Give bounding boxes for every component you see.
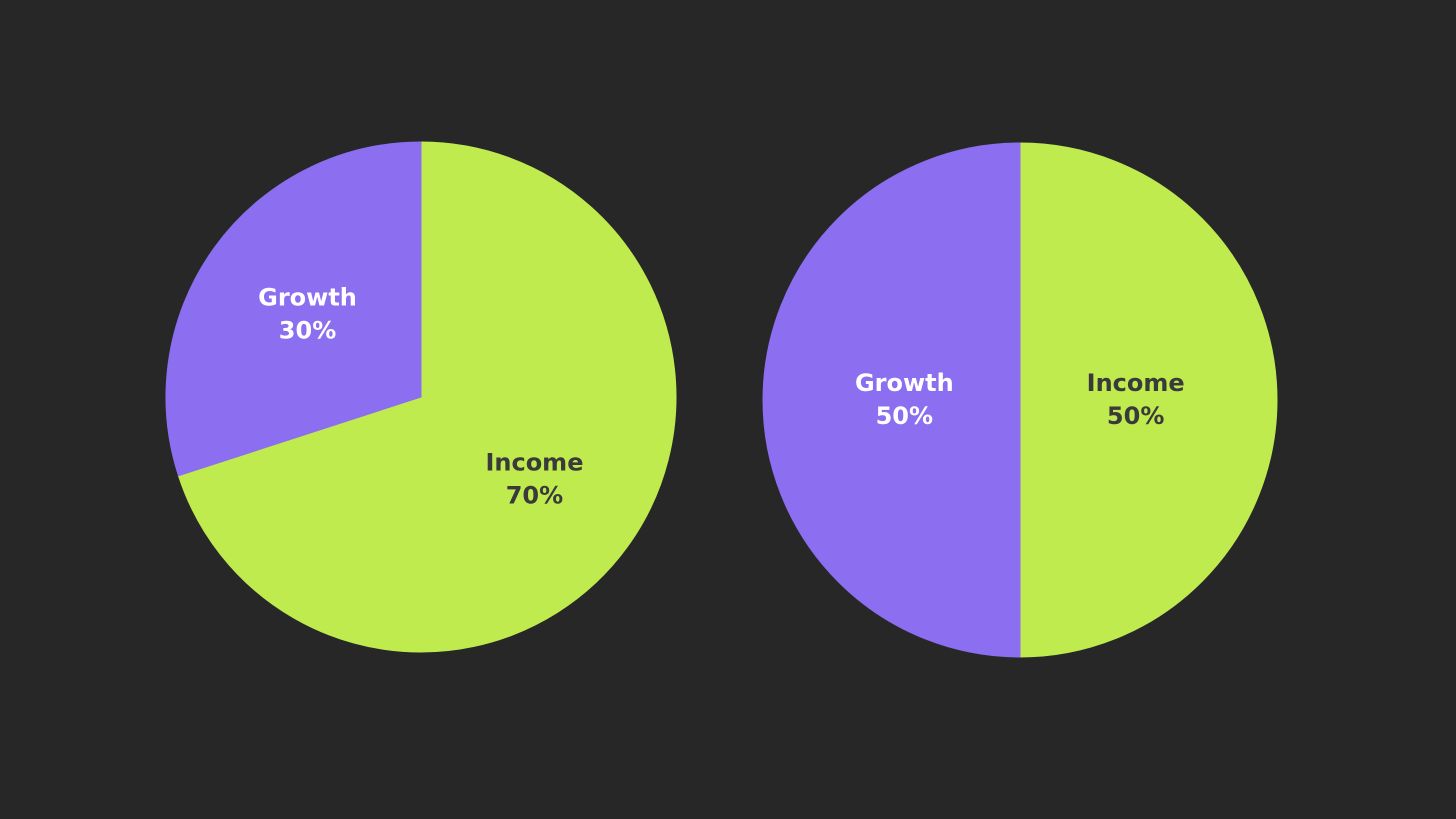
pie-slice <box>177 141 677 653</box>
value-label: 70% <box>506 481 563 509</box>
pie-slice <box>165 141 422 477</box>
pie-slice <box>762 142 1021 658</box>
pie-slice <box>1019 142 1278 658</box>
slice-label: Income <box>1087 369 1185 397</box>
value-label: 50% <box>1107 402 1164 430</box>
slice-label: Income <box>485 448 583 476</box>
value-label: 50% <box>876 402 933 430</box>
slice-label: Growth <box>855 369 954 397</box>
value-label: 30% <box>279 317 336 345</box>
slice-label: Growth <box>258 284 357 312</box>
